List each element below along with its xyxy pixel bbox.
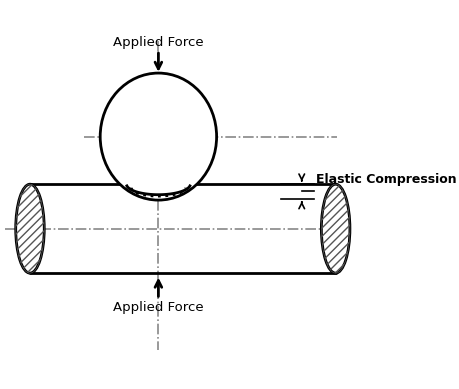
Text: Elastic Compression: Elastic Compression xyxy=(316,173,456,186)
Text: Applied Force: Applied Force xyxy=(113,301,203,314)
Ellipse shape xyxy=(100,73,216,200)
Text: Applied Force: Applied Force xyxy=(113,35,203,49)
Ellipse shape xyxy=(16,184,44,273)
Ellipse shape xyxy=(321,184,349,273)
